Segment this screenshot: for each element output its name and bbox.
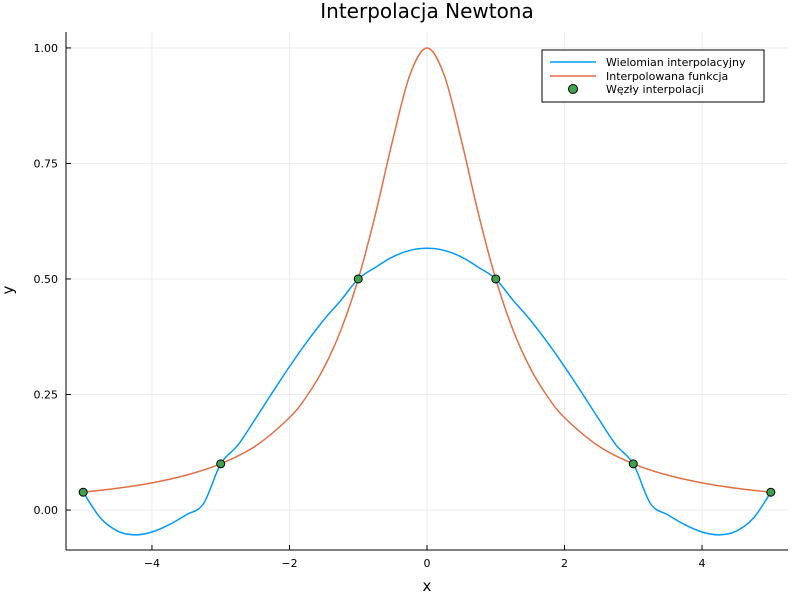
- x-tick-label: 4: [699, 557, 706, 570]
- legend: Wielomian interpolacyjny Interpolowana f…: [541, 49, 765, 103]
- x-tick-label: 0: [424, 557, 431, 570]
- interpolation-node-point: [766, 487, 776, 497]
- y-tick-label: 1.00: [34, 42, 59, 55]
- y-axis-label: y: [0, 285, 17, 294]
- legend-marker-wezly: [568, 84, 578, 94]
- x-tick-label: −2: [281, 557, 297, 570]
- interpolation-node-point: [216, 459, 226, 469]
- legend-label-wezly: Węzły interpolacji: [606, 83, 704, 96]
- series-line-wielomian: [82, 247, 772, 536]
- y-tick-label: 0.75: [34, 157, 59, 170]
- series-layer: [82, 47, 772, 536]
- y-tick-label: 0.00: [34, 504, 59, 517]
- interpolation-node-point: [491, 274, 501, 284]
- legend-label-funkcja: Interpolowana funkcja: [606, 70, 728, 83]
- interpolation-node-point: [628, 459, 638, 469]
- chart-title: Interpolacja Newtona: [320, 0, 534, 23]
- y-tick-label: 0.50: [34, 273, 59, 286]
- grid-layer: [66, 32, 788, 550]
- series-line-funkcja: [83, 47, 771, 493]
- legend-label-wielomian: Wielomian interpolacyjny: [606, 56, 746, 69]
- x-tick-label: 2: [561, 557, 568, 570]
- interpolation-node-point: [353, 274, 363, 284]
- x-tick-label: −4: [144, 557, 160, 570]
- legend-box: [541, 49, 765, 103]
- points-layer: [78, 274, 776, 497]
- ticks-layer: −4 −2 0 2 4 0.00 0.25 0.50 0.75 1.00: [34, 42, 706, 570]
- y-tick-label: 0.25: [34, 389, 59, 402]
- x-axis-label: x: [423, 577, 432, 595]
- interpolation-node-point: [78, 487, 88, 497]
